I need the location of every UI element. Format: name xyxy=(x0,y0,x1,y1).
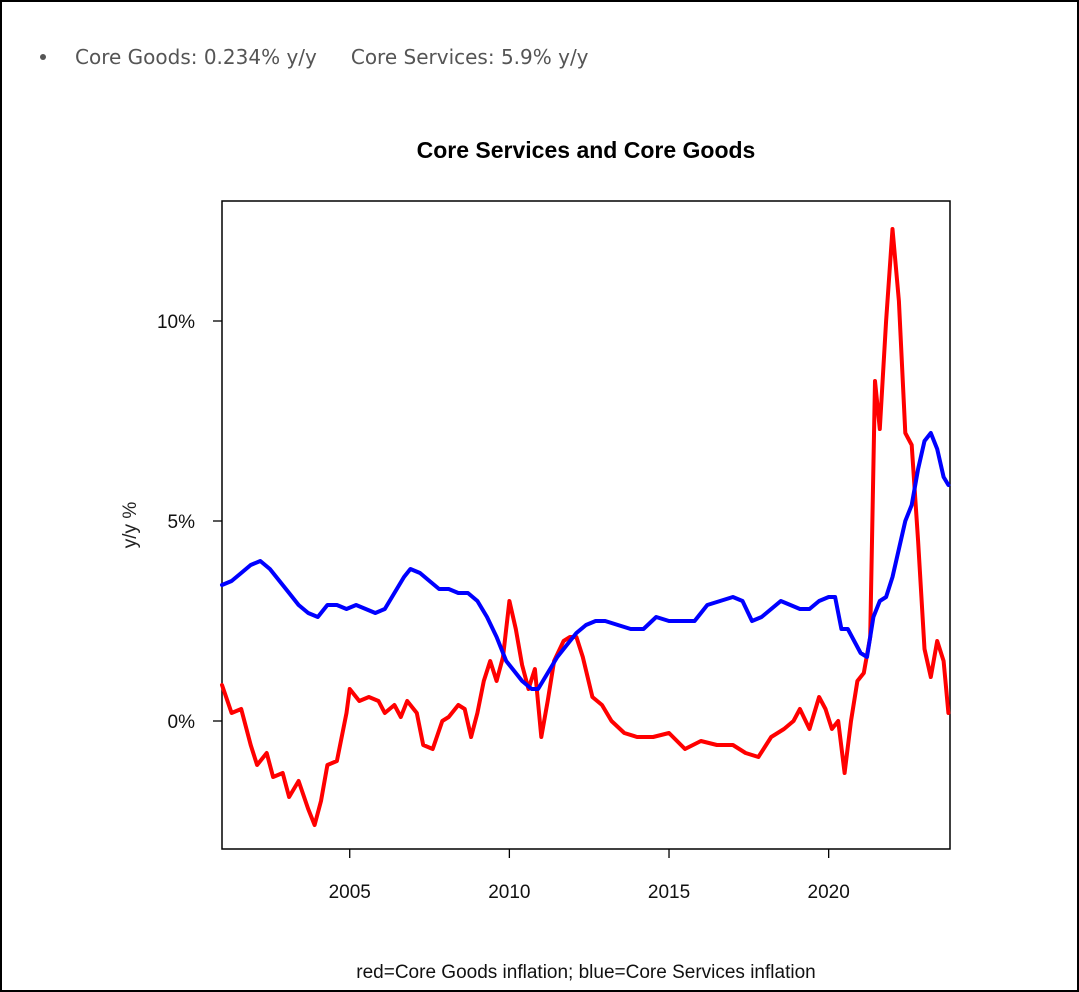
series-layer xyxy=(220,227,951,827)
series-line-core-goods xyxy=(220,227,951,827)
x-tick-label: 2005 xyxy=(329,882,371,903)
y-tick-label: 0% xyxy=(168,712,196,733)
y-axis: 0% 5% 10% xyxy=(157,312,222,733)
x-tick-label: 2020 xyxy=(808,882,850,903)
core-goods-summary: Core Goods: 0.234% y/y xyxy=(75,45,317,69)
plot-area-border xyxy=(221,200,951,850)
series-line-core-services xyxy=(220,431,951,691)
bullet-dot xyxy=(40,54,46,60)
x-axis-label: red=Core Goods inflation; blue=Core Serv… xyxy=(356,962,815,983)
x-tick-label: 2010 xyxy=(488,882,530,903)
summary-line: Core Goods: 0.234% y/y Core Services: 5.… xyxy=(40,42,589,72)
core-services-summary: Core Services: 5.9% y/y xyxy=(350,45,589,69)
x-tick-label: 2015 xyxy=(648,882,690,903)
y-tick-label: 5% xyxy=(168,512,196,533)
y-tick-label: 10% xyxy=(157,312,195,333)
y-axis-label: y/y % xyxy=(120,502,141,549)
x-axis: 2005 2010 2015 2020 xyxy=(329,849,850,903)
chart-title: Core Services and Core Goods xyxy=(417,137,756,163)
